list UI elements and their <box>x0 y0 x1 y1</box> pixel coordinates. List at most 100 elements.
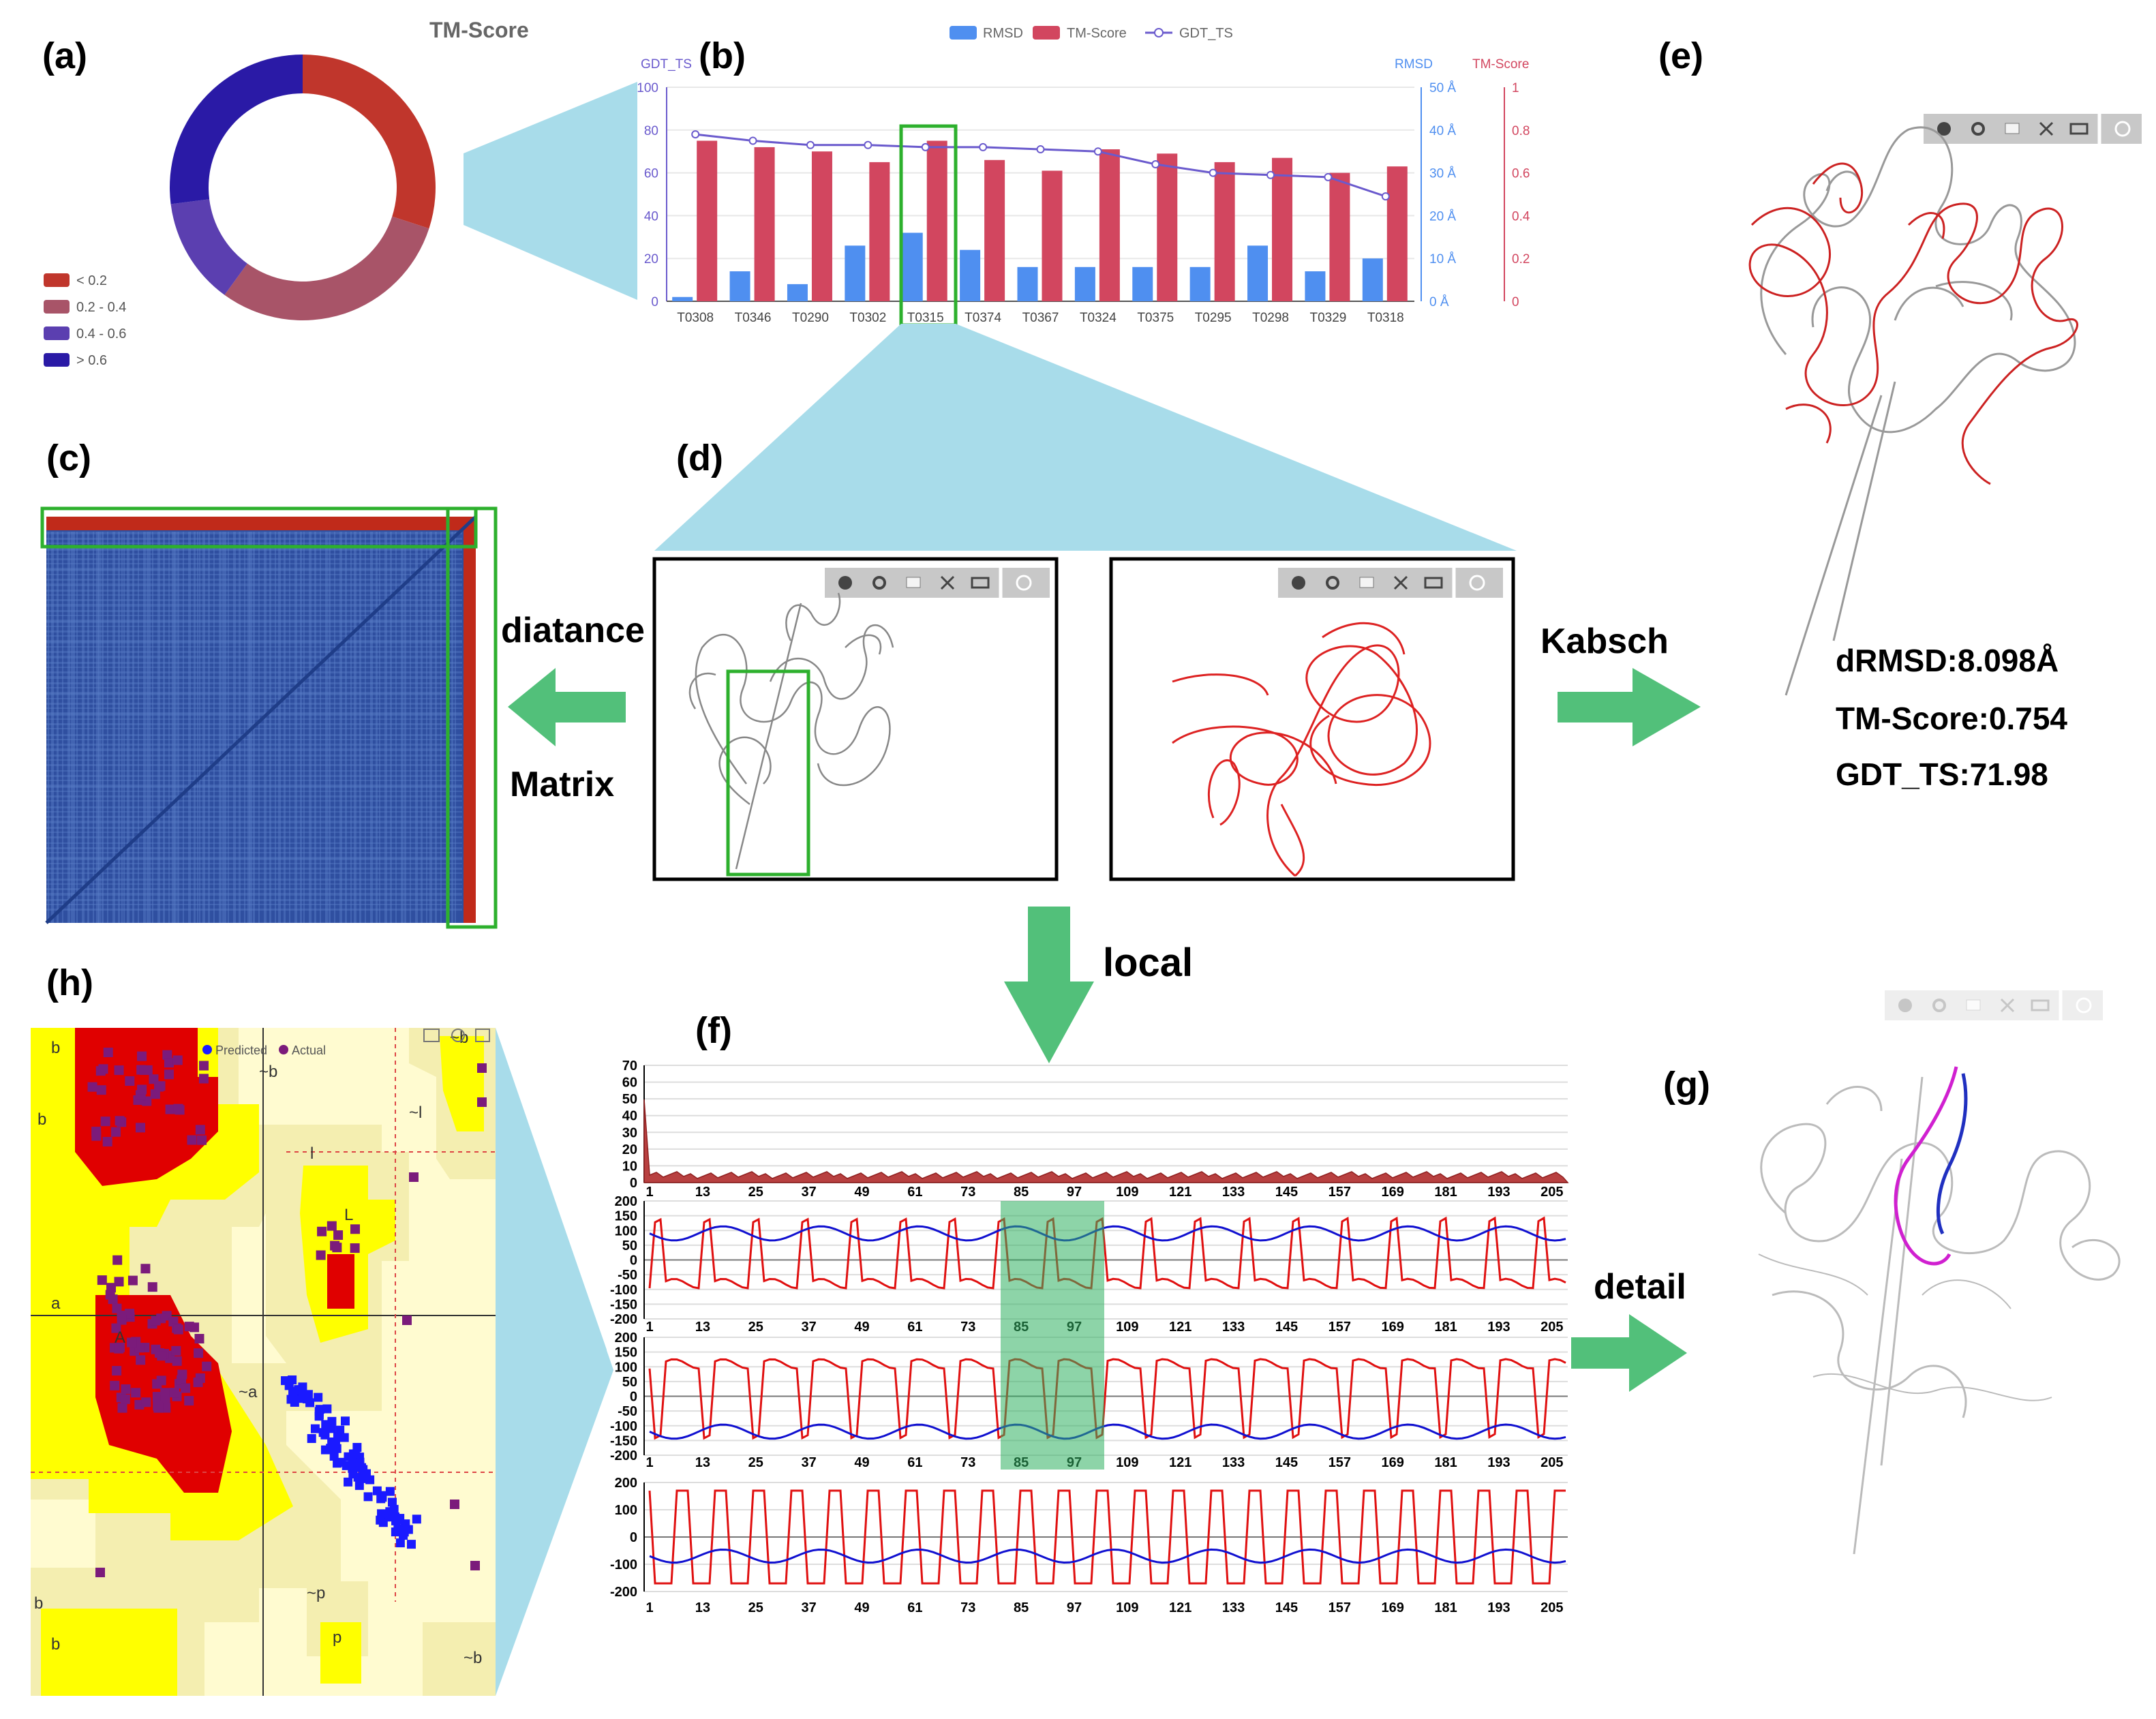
actual-point <box>91 1131 102 1141</box>
refresh-icon[interactable] <box>1016 575 1032 591</box>
legend-actual-marker <box>279 1045 288 1054</box>
predicted-point <box>322 1404 332 1414</box>
local-x-tick: 181 <box>1434 1185 1457 1200</box>
local-x-tick: 121 <box>1169 1185 1191 1200</box>
metric-drmsd: dRMSD:8.098Å <box>1836 643 2059 678</box>
local-x-tick: 13 <box>695 1320 710 1335</box>
panel-label-b: (b) <box>699 35 746 76</box>
local-x-tick: 109 <box>1116 1600 1138 1615</box>
local-x-tick: 205 <box>1540 1600 1563 1615</box>
help-icon[interactable] <box>838 576 852 590</box>
local-x-tick: 13 <box>695 1600 710 1615</box>
rama-toolbar-icons[interactable] <box>423 1029 490 1042</box>
predicted-point <box>337 1457 346 1467</box>
gear-icon[interactable] <box>872 576 886 590</box>
local-x-tick: 61 <box>907 1600 922 1615</box>
bar-tm-score <box>984 159 1005 301</box>
gdt-point <box>691 130 700 139</box>
predicted-point <box>327 1416 337 1426</box>
camera-icon[interactable] <box>2005 123 2020 134</box>
actual-point <box>402 1315 412 1325</box>
bar-tm-score <box>754 147 775 301</box>
gear-icon[interactable] <box>1932 999 1946 1012</box>
actual-point <box>333 1230 344 1241</box>
local-x-tick: 49 <box>854 1320 869 1335</box>
viewer-toolbar-right[interactable] <box>1278 568 1503 598</box>
arrow-label-local: local <box>1103 941 1193 985</box>
tools-icon[interactable] <box>940 575 955 590</box>
actual-point <box>137 1084 147 1095</box>
bar-tm-score <box>926 140 947 301</box>
local-x-tick: 133 <box>1222 1600 1245 1615</box>
viewer-toolbar-left[interactable] <box>825 568 1050 598</box>
refresh-icon[interactable] <box>2076 997 2092 1014</box>
local-x-tick: 1 <box>646 1600 653 1615</box>
category-label: T0346 <box>735 311 772 325</box>
camera-icon[interactable] <box>906 577 921 588</box>
region-label-3: a <box>51 1294 61 1313</box>
legend-predicted-label: Predicted <box>215 1044 267 1057</box>
tools-icon[interactable] <box>1393 575 1408 590</box>
tools-icon[interactable] <box>2039 121 2054 136</box>
camera-icon[interactable] <box>1966 999 1981 1011</box>
donut-slice-1 <box>224 216 429 320</box>
help-icon[interactable] <box>1937 122 1951 136</box>
local-x-tick: 109 <box>1116 1455 1138 1470</box>
tools-icon[interactable] <box>2000 998 2015 1013</box>
actual-point <box>470 1561 480 1570</box>
structure-viewer-right[interactable] <box>1109 557 1515 881</box>
local-y-tick: -150 <box>610 1297 637 1312</box>
actual-point <box>120 1394 130 1404</box>
structure-viewer-left[interactable] <box>652 557 1059 881</box>
refresh-icon[interactable] <box>1469 575 1485 591</box>
actual-point <box>316 1250 326 1260</box>
local-y-tick: -50 <box>618 1268 637 1283</box>
actual-point <box>184 1396 194 1406</box>
window-icon[interactable] <box>1424 577 1443 589</box>
camera-icon[interactable] <box>1359 577 1374 588</box>
local-x-tick: 49 <box>854 1185 869 1200</box>
rmsd-tick: 40 Å <box>1429 124 1456 138</box>
gdt-point <box>1324 172 1333 181</box>
predicted-point <box>314 1412 324 1421</box>
predicted-point <box>339 1433 349 1442</box>
donut-chart <box>170 55 436 320</box>
gdt-point <box>864 140 872 149</box>
window-icon[interactable] <box>971 577 990 589</box>
local-x-tick: 1 <box>646 1185 653 1200</box>
actual-point <box>127 1275 138 1286</box>
help-icon[interactable] <box>1898 999 1912 1012</box>
help-icon[interactable] <box>1292 576 1305 590</box>
local-x-tick: 145 <box>1275 1600 1298 1615</box>
actual-point <box>102 1136 112 1146</box>
bar-tm-score <box>811 151 832 301</box>
axis-name-gdt: GDT_TS <box>641 57 692 72</box>
local-y-tick: 0 <box>630 1390 637 1405</box>
window-icon[interactable] <box>2069 123 2089 135</box>
local-x-tick: 25 <box>748 1600 763 1615</box>
refresh-icon[interactable] <box>2114 121 2131 137</box>
predicted-point <box>315 1405 324 1414</box>
local-y-tick: 70 <box>622 1059 637 1074</box>
local-x-tick: 13 <box>695 1455 710 1470</box>
rmsd-tick: 10 Å <box>1429 252 1456 267</box>
legend-rmsd-label: RMSD <box>983 26 1023 41</box>
gear-icon[interactable] <box>1971 122 1985 136</box>
actual-point <box>153 1403 164 1413</box>
viewer-toolbar-e[interactable] <box>1924 114 2142 144</box>
legend-swatch-02-04 <box>44 300 70 314</box>
gear-icon[interactable] <box>1326 576 1339 590</box>
local-x-tick: 181 <box>1434 1455 1457 1470</box>
predicted-point <box>376 1515 385 1525</box>
region-label-13: ~b <box>464 1649 482 1667</box>
viewer-toolbar-g[interactable] <box>1885 990 2103 1020</box>
actual-point <box>181 1383 191 1393</box>
local-x-tick: 193 <box>1487 1600 1510 1615</box>
actual-point <box>95 1568 105 1577</box>
window-icon[interactable] <box>2031 999 2050 1011</box>
local-x-tick: 25 <box>748 1320 763 1335</box>
structure-highlight-box <box>726 669 810 877</box>
region-label-14: b <box>51 1635 60 1654</box>
zoom-funnel-a-b <box>464 82 637 300</box>
local-y-tick: 10 <box>622 1159 637 1174</box>
